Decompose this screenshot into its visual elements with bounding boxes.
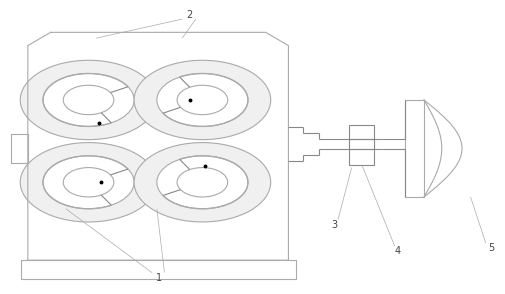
Circle shape [157, 74, 247, 126]
Circle shape [177, 85, 227, 115]
Bar [404, 100, 423, 197]
Circle shape [157, 156, 247, 209]
Circle shape [63, 85, 114, 115]
Circle shape [177, 168, 227, 197]
Text: 1: 1 [156, 273, 162, 283]
Circle shape [43, 74, 134, 126]
Circle shape [134, 143, 270, 222]
Circle shape [63, 168, 114, 197]
Circle shape [20, 143, 157, 222]
Text: 4: 4 [393, 246, 399, 256]
Circle shape [43, 156, 134, 209]
Circle shape [20, 60, 157, 140]
Bar [11, 134, 28, 163]
Bar [21, 260, 295, 279]
Text: 2: 2 [186, 10, 192, 20]
Text: 5: 5 [487, 243, 493, 253]
Bar [348, 125, 374, 165]
Circle shape [134, 60, 270, 140]
Text: 3: 3 [330, 220, 336, 230]
